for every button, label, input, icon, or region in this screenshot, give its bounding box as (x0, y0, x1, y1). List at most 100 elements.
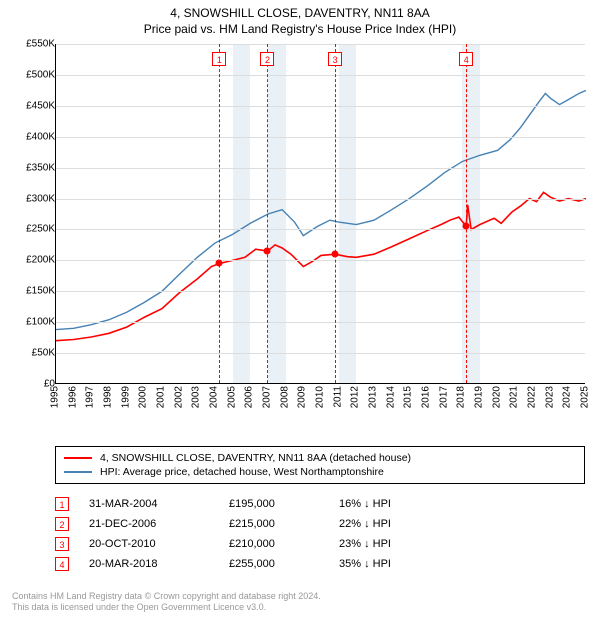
sale-price: £210,000 (229, 538, 339, 550)
sale-row: 3 20-OCT-2010£210,00023% ↓ HPI (55, 534, 585, 554)
legend-item-property: 4, SNOWSHILL CLOSE, DAVENTRY, NN11 8AA (… (64, 451, 576, 465)
x-axis-label: 1995 (50, 386, 61, 408)
sale-dot (216, 260, 223, 267)
legend-item-hpi: HPI: Average price, detached house, West… (64, 465, 576, 479)
x-axis-label: 1998 (103, 386, 114, 408)
sale-marker-line (466, 44, 467, 383)
y-axis-label: £350K (5, 162, 55, 173)
gridline (56, 106, 585, 107)
sale-row: 1 31-MAR-2004£195,00016% ↓ HPI (55, 494, 585, 514)
gridline (56, 75, 585, 76)
x-axis-label: 2016 (421, 386, 432, 408)
legend-swatch (64, 457, 92, 459)
x-axis-label: 2021 (509, 386, 520, 408)
sale-number-box: 2 (55, 517, 69, 531)
sales-table: 1 31-MAR-2004£195,00016% ↓ HPI 2 21-DEC-200… (55, 494, 585, 574)
x-axis-label: 2019 (474, 386, 485, 408)
gridline (56, 168, 585, 169)
sale-number-box: 1 (55, 497, 69, 511)
footer-attribution: Contains HM Land Registry data © Crown c… (12, 591, 321, 614)
x-axis-label: 2022 (527, 386, 538, 408)
x-axis-label: 2004 (209, 386, 220, 408)
series-hpi (56, 90, 586, 329)
sale-marker-box: 1 (212, 52, 226, 66)
x-axis-label: 2008 (279, 386, 290, 408)
x-axis-label: 2024 (562, 386, 573, 408)
x-axis-label: 2007 (262, 386, 273, 408)
x-axis-label: 2006 (244, 386, 255, 408)
y-axis-label: £100K (5, 317, 55, 328)
sale-price: £195,000 (229, 498, 339, 510)
sale-marker-line (267, 44, 268, 383)
x-axis-label: 2005 (226, 386, 237, 408)
gridline (56, 199, 585, 200)
sale-diff: 35% ↓ HPI (339, 558, 585, 570)
x-axis-label: 2023 (544, 386, 555, 408)
legend-label: HPI: Average price, detached house, West… (100, 466, 384, 478)
x-axis-label: 2000 (138, 386, 149, 408)
sale-diff: 22% ↓ HPI (339, 518, 585, 530)
sale-dot (463, 223, 470, 230)
y-axis-label: £450K (5, 100, 55, 111)
sale-price: £215,000 (229, 518, 339, 530)
x-axis-label: 2013 (368, 386, 379, 408)
y-axis-label: £200K (5, 255, 55, 266)
sale-marker-line (219, 44, 220, 383)
x-axis-label: 1996 (67, 386, 78, 408)
x-axis-label: 2012 (350, 386, 361, 408)
sale-dot (264, 248, 271, 255)
y-axis-label: £0 (5, 379, 55, 390)
x-axis-label: 2020 (491, 386, 502, 408)
gridline (56, 291, 585, 292)
gridline (56, 229, 585, 230)
gridline (56, 137, 585, 138)
x-axis-label: 2002 (173, 386, 184, 408)
y-axis-label: £550K (5, 39, 55, 50)
sale-date: 21-DEC-2006 (89, 518, 229, 530)
y-axis-label: £400K (5, 131, 55, 142)
series-property (56, 192, 586, 340)
sale-date: 31-MAR-2004 (89, 498, 229, 510)
x-axis-label: 2017 (438, 386, 449, 408)
x-axis-label: 1997 (85, 386, 96, 408)
footer-line1: Contains HM Land Registry data © Crown c… (12, 591, 321, 603)
sale-date: 20-MAR-2018 (89, 558, 229, 570)
y-axis-label: £250K (5, 224, 55, 235)
y-axis-label: £50K (5, 348, 55, 359)
title-line2: Price paid vs. HM Land Registry's House … (0, 22, 600, 36)
sale-row: 4 20-MAR-2018£255,00035% ↓ HPI (55, 554, 585, 574)
plot-area: 1 2 3 4 (55, 44, 585, 384)
title-line1: 4, SNOWSHILL CLOSE, DAVENTRY, NN11 8AA (0, 6, 600, 20)
gridline (56, 353, 585, 354)
legend: 4, SNOWSHILL CLOSE, DAVENTRY, NN11 8AA (… (55, 446, 585, 484)
x-axis-label: 2014 (385, 386, 396, 408)
legend-label: 4, SNOWSHILL CLOSE, DAVENTRY, NN11 8AA (… (100, 452, 411, 464)
gridline (56, 322, 585, 323)
x-axis-label: 2015 (403, 386, 414, 408)
x-axis-label: 2011 (332, 386, 343, 408)
sale-marker-box: 4 (459, 52, 473, 66)
legend-swatch (64, 471, 92, 473)
y-axis-label: £300K (5, 193, 55, 204)
x-axis-label: 1999 (120, 386, 131, 408)
gridline (56, 260, 585, 261)
sale-marker-box: 3 (328, 52, 342, 66)
x-axis-label: 2025 (580, 386, 591, 408)
sale-diff: 16% ↓ HPI (339, 498, 585, 510)
footer-line2: This data is licensed under the Open Gov… (12, 602, 321, 614)
sale-date: 20-OCT-2010 (89, 538, 229, 550)
chart: 1234 £0£50K£100K£150K£200K£250K£300K£350… (0, 42, 600, 440)
y-axis-label: £500K (5, 69, 55, 80)
gridline (56, 44, 585, 45)
sale-diff: 23% ↓ HPI (339, 538, 585, 550)
x-axis-label: 2003 (191, 386, 202, 408)
sale-number-box: 3 (55, 537, 69, 551)
sale-marker-box: 2 (260, 52, 274, 66)
sale-price: £255,000 (229, 558, 339, 570)
x-axis-label: 2010 (315, 386, 326, 408)
sale-marker-line (335, 44, 336, 383)
sale-dot (332, 251, 339, 258)
x-axis-label: 2018 (456, 386, 467, 408)
x-axis-label: 2001 (156, 386, 167, 408)
sale-number-box: 4 (55, 557, 69, 571)
